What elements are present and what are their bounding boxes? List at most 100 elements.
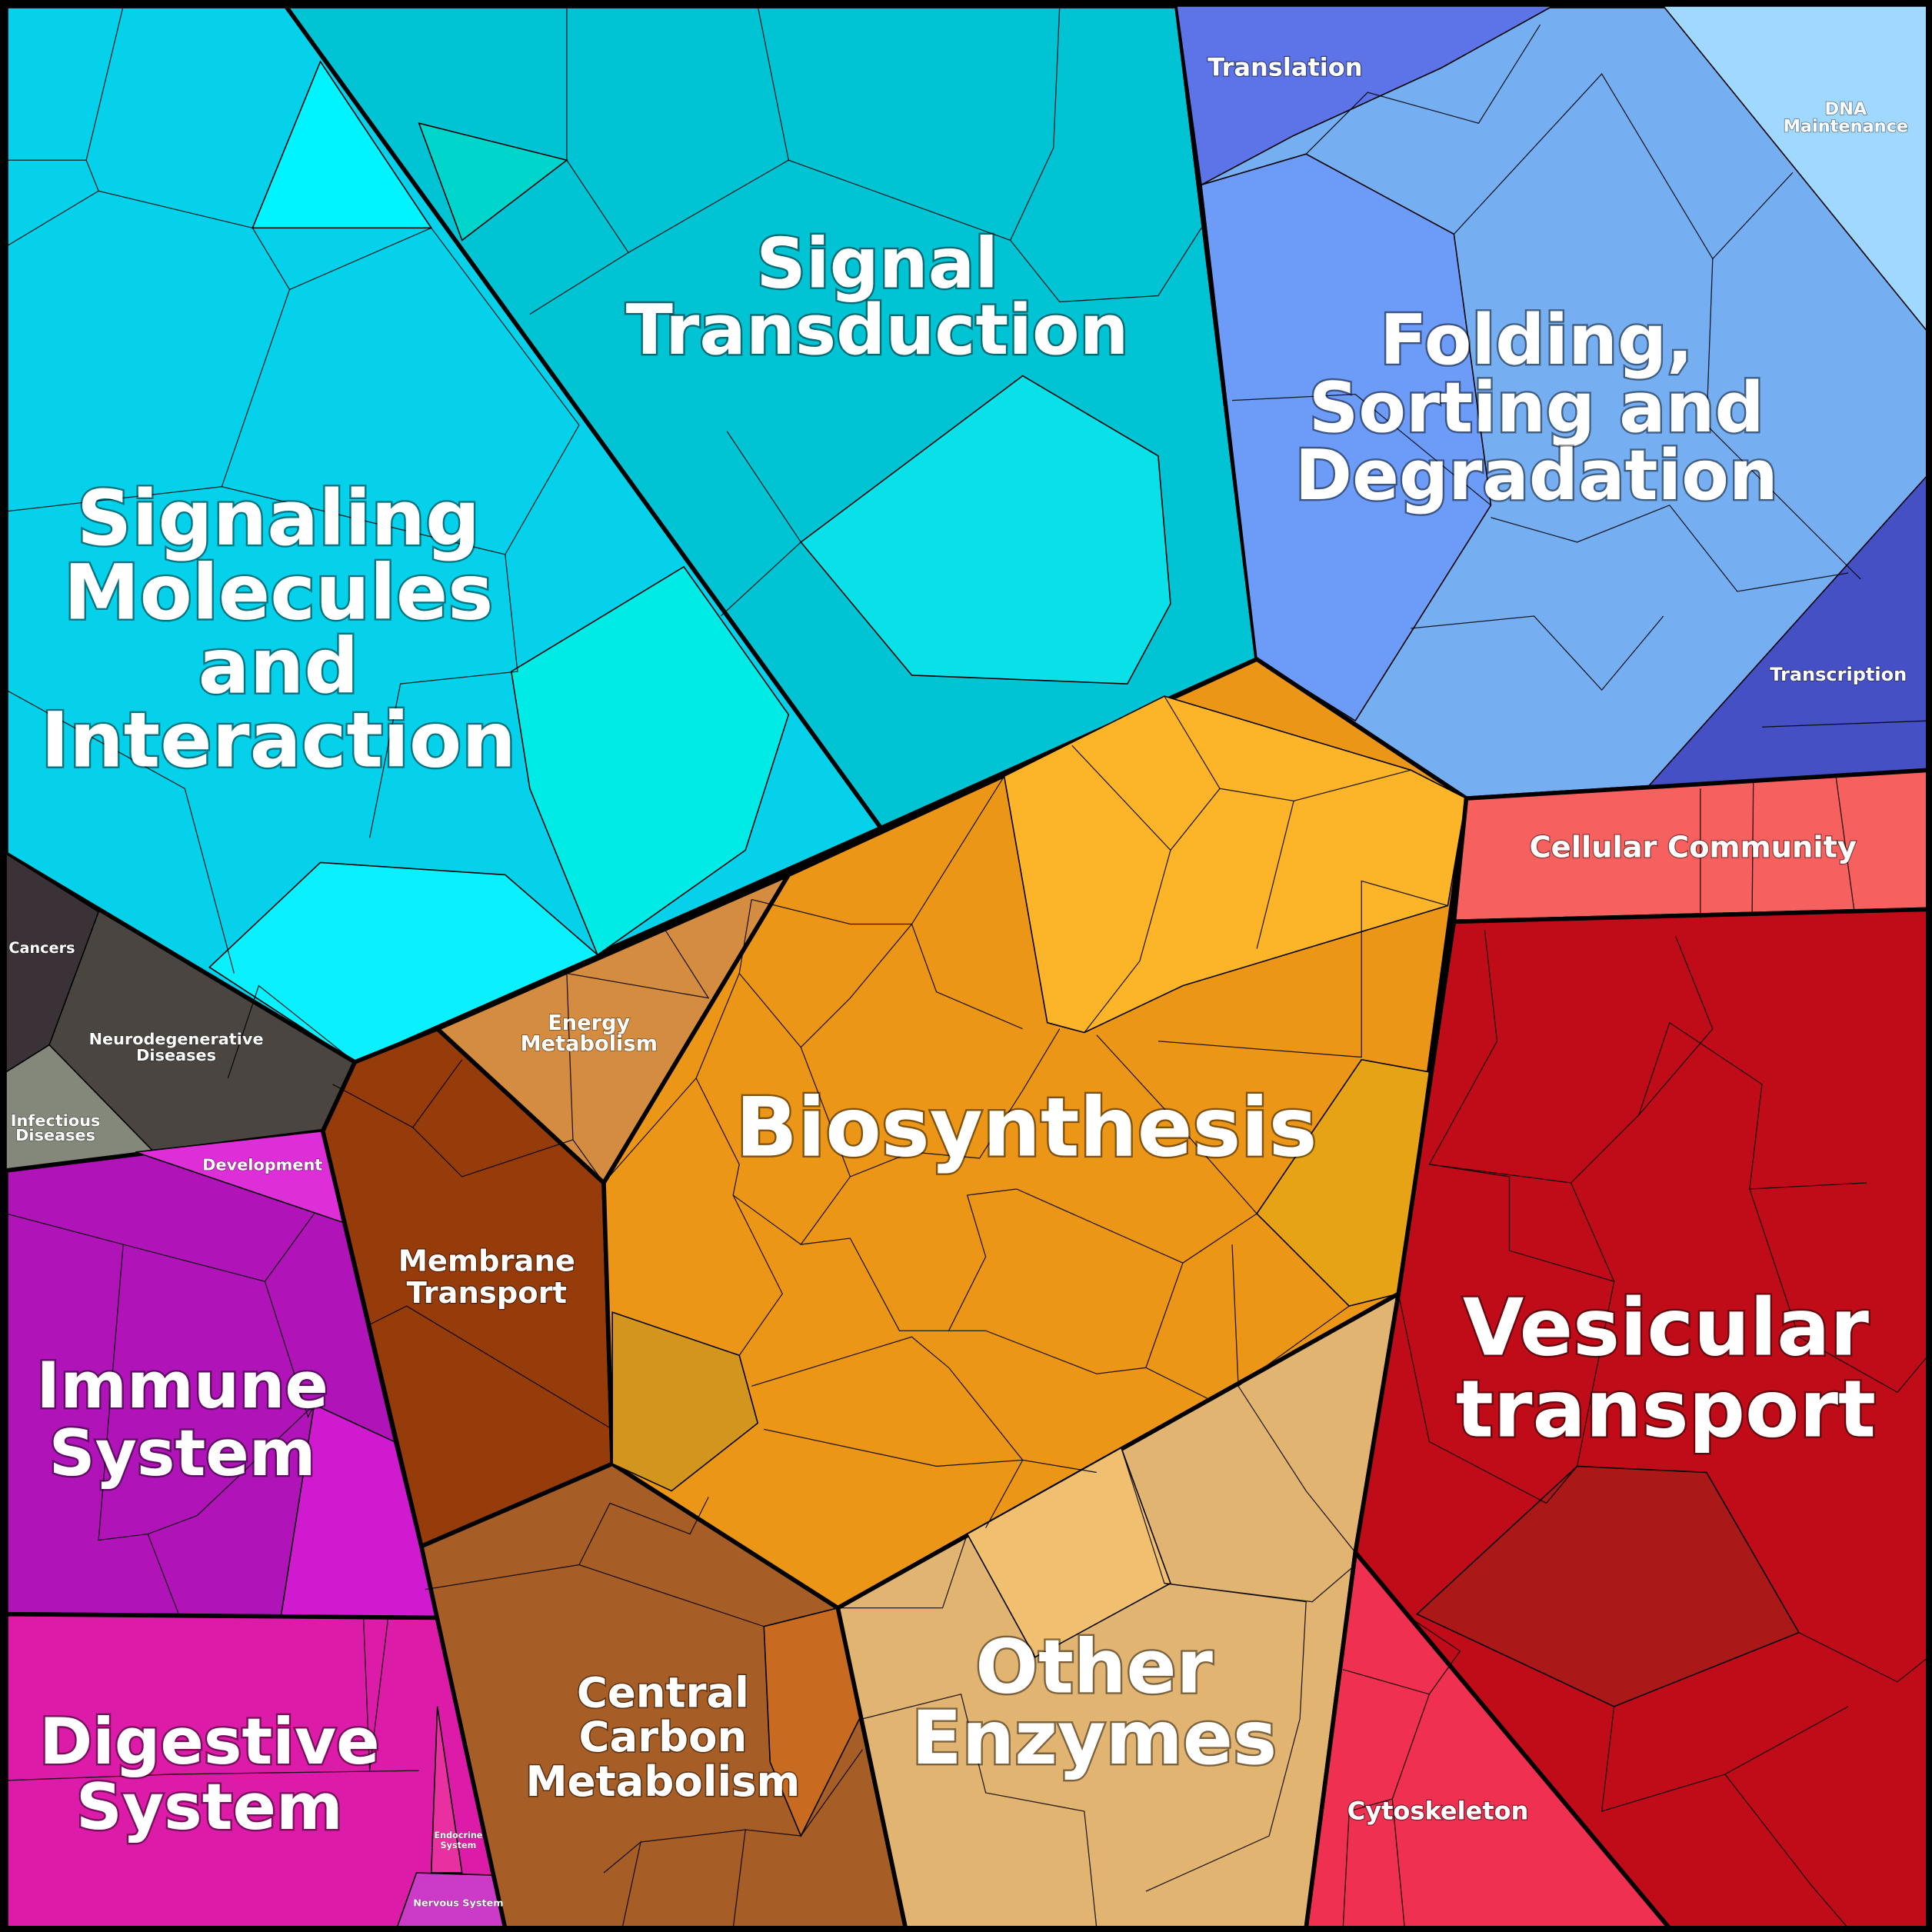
cell-border bbox=[1232, 394, 1491, 506]
cell-border bbox=[5, 689, 235, 974]
cell-border bbox=[369, 1305, 613, 1430]
cell-border bbox=[1835, 776, 1855, 912]
region-label: Transcription bbox=[1770, 664, 1907, 685]
region-label: Signaling bbox=[77, 475, 480, 563]
cell-border bbox=[412, 1127, 574, 1178]
region-label: Central bbox=[577, 1668, 749, 1717]
region-label: Degradation bbox=[1295, 436, 1778, 516]
region-label: Sorting and bbox=[1309, 368, 1764, 448]
region-label: Energy bbox=[548, 1011, 630, 1035]
cell-border bbox=[1145, 1367, 1208, 1399]
cell-border bbox=[5, 1770, 419, 1781]
region-label: Immune bbox=[36, 1348, 328, 1423]
cell bbox=[966, 1447, 1171, 1658]
region-label: Biosynthesis bbox=[735, 1081, 1317, 1175]
cell-border bbox=[838, 1534, 968, 1609]
cell-border bbox=[1391, 1798, 1405, 1929]
region-label: Transduction bbox=[626, 291, 1129, 371]
cell-border bbox=[1453, 73, 1794, 260]
cell-border bbox=[5, 159, 99, 247]
region-label: Cellular Community bbox=[1529, 830, 1857, 864]
cell-border bbox=[1343, 1614, 1461, 1695]
cell-border bbox=[1158, 880, 1448, 1058]
region-label: Signal bbox=[756, 225, 998, 305]
cell-border bbox=[1798, 1632, 1929, 1683]
region-label: Digestive bbox=[39, 1704, 380, 1779]
region-label: Other bbox=[975, 1624, 1213, 1710]
region-label: Development bbox=[202, 1156, 322, 1174]
region-label: Endocrine bbox=[434, 1830, 482, 1840]
cell bbox=[510, 565, 790, 956]
region-label: Transport bbox=[407, 1276, 567, 1311]
cell-border bbox=[566, 930, 710, 999]
cell-borders bbox=[5, 5, 1929, 1929]
cell-border bbox=[1237, 1385, 1356, 1553]
cell-border bbox=[1071, 744, 1171, 1033]
cell-border bbox=[1170, 788, 1221, 851]
cell-endocrine bbox=[430, 1706, 463, 1874]
cell-border bbox=[362, 1617, 389, 1771]
cell-border bbox=[449, 1675, 506, 1929]
cell-border bbox=[1256, 801, 1294, 949]
region-label: System bbox=[441, 1840, 477, 1850]
cell-border bbox=[578, 1497, 709, 1565]
region-label: DNA bbox=[1825, 99, 1867, 119]
region-label: Maintenance bbox=[1784, 117, 1908, 137]
cell-border bbox=[1397, 1281, 1615, 1504]
region-label: System bbox=[49, 1416, 316, 1491]
region-label: System bbox=[76, 1770, 343, 1844]
cell-border bbox=[850, 1028, 1061, 1178]
region-label: Translation bbox=[1208, 53, 1362, 82]
cell bbox=[418, 122, 568, 242]
cell-border bbox=[738, 923, 1023, 1048]
cell-border bbox=[1429, 1164, 1615, 1283]
region-label: Neurodegenerative bbox=[89, 1030, 264, 1048]
cell-border bbox=[227, 984, 355, 1078]
cell-border bbox=[1724, 1774, 1849, 1929]
region-label: transport bbox=[1456, 1364, 1876, 1455]
cell-border bbox=[98, 1244, 179, 1614]
cell-border bbox=[1601, 1706, 1849, 1812]
region-label: Carbon bbox=[579, 1712, 748, 1761]
cell-border bbox=[1761, 720, 1929, 728]
cell-border bbox=[603, 899, 752, 1184]
cell-border bbox=[222, 227, 580, 555]
region-label: Infectious bbox=[11, 1111, 101, 1130]
cell-border bbox=[948, 1262, 1184, 1374]
cell bbox=[611, 1311, 759, 1492]
region-label: Cytoskeleton bbox=[1347, 1797, 1529, 1826]
cell-border bbox=[148, 1281, 315, 1535]
cell-border bbox=[1164, 695, 1411, 801]
cell-border bbox=[695, 1047, 851, 1245]
region-label: Molecules bbox=[64, 548, 494, 637]
region-label: Metabolism bbox=[526, 1757, 801, 1806]
cell-border bbox=[732, 1829, 746, 1929]
cell-border bbox=[1342, 1694, 1430, 1929]
cell bbox=[800, 375, 1171, 685]
region-label: Nervous System bbox=[413, 1898, 503, 1910]
cell bbox=[251, 60, 433, 229]
cell-border bbox=[1145, 1582, 1307, 1892]
cell-border bbox=[5, 1213, 315, 1282]
region-label: Diseases bbox=[136, 1046, 216, 1064]
cell-border bbox=[640, 1749, 863, 1843]
cell-border bbox=[1411, 615, 1664, 691]
cell-border bbox=[1749, 1188, 1929, 1394]
region-label: Interaction bbox=[41, 697, 516, 785]
cell-border bbox=[1305, 24, 1541, 155]
cell bbox=[1415, 1465, 1800, 1707]
cell-border bbox=[1016, 1034, 1258, 1264]
cell-border bbox=[529, 6, 629, 315]
cell-border bbox=[1491, 505, 1849, 592]
cell-border bbox=[566, 973, 605, 1184]
cell-border bbox=[1638, 1021, 1867, 1190]
cell-border bbox=[751, 1336, 1024, 1528]
region-label: Enzymes bbox=[911, 1695, 1277, 1781]
cell bbox=[1256, 1058, 1431, 1307]
cell-border bbox=[751, 775, 1005, 925]
region-label: and bbox=[198, 622, 359, 711]
cell-border bbox=[603, 1840, 642, 1929]
